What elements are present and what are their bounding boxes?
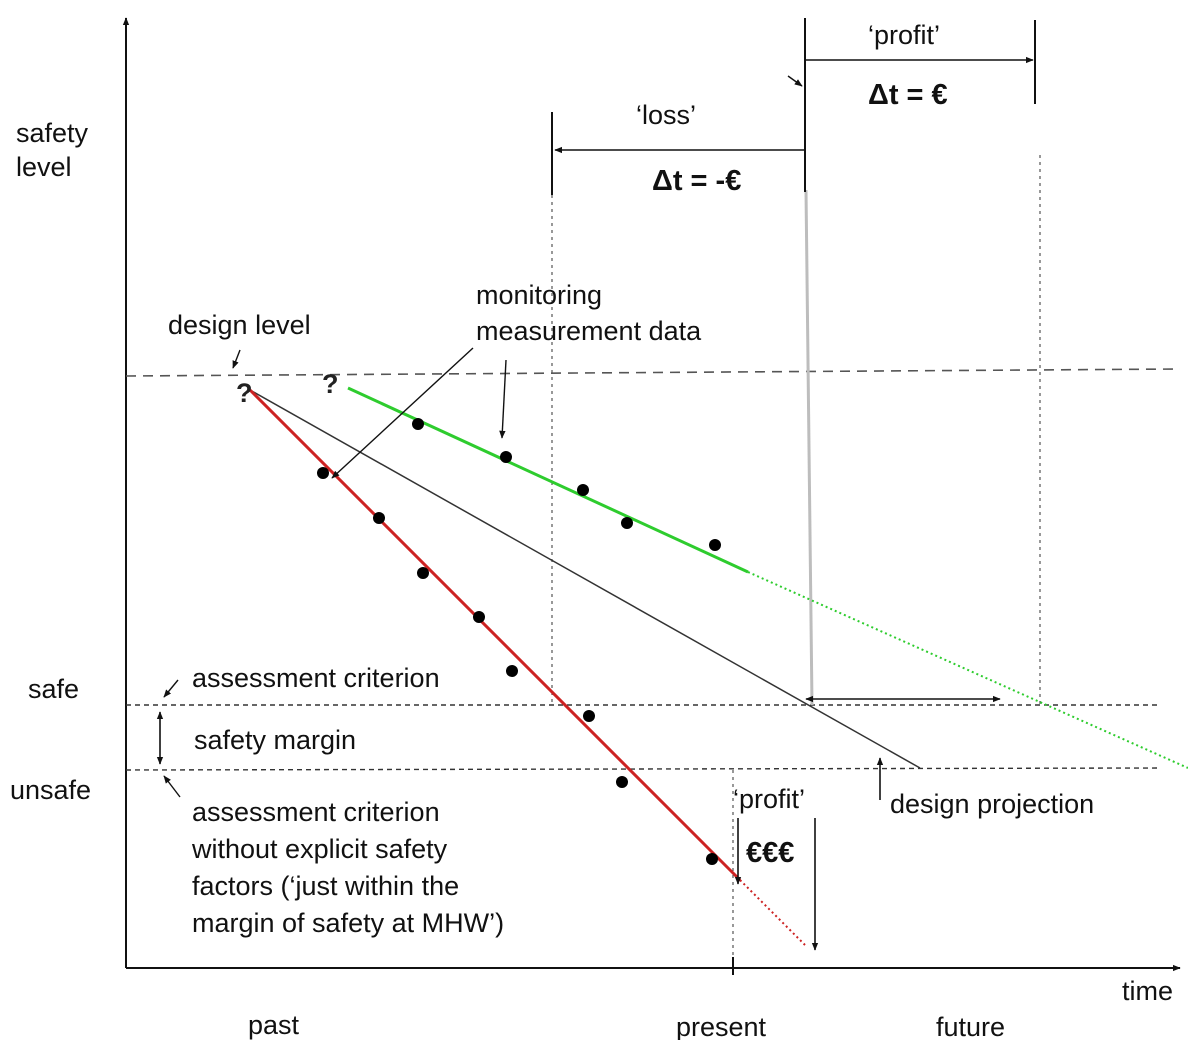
monitoring-arrow-red <box>331 347 474 479</box>
red-point-3 <box>417 567 429 579</box>
cost-amount: €€€ <box>746 837 794 869</box>
assessment-criterion-label: assessment criterion <box>192 663 440 693</box>
monitoring-label-line1: monitoring <box>476 280 602 310</box>
green-trend-line <box>347 386 749 574</box>
design-projection-line <box>249 389 921 769</box>
cost-profit-label: ‘profit’ <box>733 784 805 814</box>
design-projection-label: design projection <box>890 789 1094 819</box>
red-point-4 <box>473 611 485 623</box>
green-point-3 <box>577 484 589 496</box>
loss-delta: Δt = -€ <box>652 165 741 197</box>
design-level-arrow <box>232 349 241 369</box>
monitoring-arrow-green <box>499 359 507 439</box>
question-mark-red: ? <box>236 378 253 408</box>
safe-callout-arrow <box>163 679 179 698</box>
unsafe-label: unsafe <box>10 775 91 805</box>
assessment-no-factors-line2: without explicit safety <box>191 834 448 864</box>
assessment-no-factors-line4: margin of safety at MHW’) <box>192 908 504 938</box>
design-level-line <box>125 368 1181 377</box>
red-point-1 <box>317 467 329 479</box>
y-axis-label-line1: safety <box>16 118 89 148</box>
green-point-5 <box>709 539 721 551</box>
design-level-label: design level <box>168 310 311 340</box>
question-mark-green: ? <box>322 369 339 399</box>
unsafe-criterion-line <box>125 767 1161 771</box>
x-tick-future: future <box>936 1012 1005 1040</box>
x-tick-past: past <box>248 1010 300 1040</box>
green-point-2 <box>500 451 512 463</box>
profit-label: ‘profit’ <box>868 20 940 50</box>
red-point-5 <box>506 665 518 677</box>
profit-delta: Δt = € <box>868 79 948 111</box>
green-point-1 <box>412 418 424 430</box>
safe-label: safe <box>28 674 79 704</box>
green-trend-extension <box>747 571 1188 769</box>
assessment-no-factors-line1: assessment criterion <box>192 797 440 827</box>
now-vertical-line <box>804 189 814 706</box>
monitoring-label-line2: measurement data <box>476 316 702 346</box>
unsafe-callout-arrow <box>163 775 181 798</box>
green-measurement-points <box>412 418 721 551</box>
x-tick-present: present <box>676 1012 767 1040</box>
red-point-6 <box>583 710 595 722</box>
green-point-4 <box>621 517 633 529</box>
profit-pointer-arrow <box>787 75 803 87</box>
loss-label: ‘loss’ <box>636 100 696 130</box>
red-point-2 <box>373 512 385 524</box>
red-point-8 <box>706 853 718 865</box>
red-measurement-points <box>317 467 718 865</box>
y-axis-label-line2: level <box>16 152 72 182</box>
safety-margin-label: safety margin <box>194 725 356 755</box>
x-axis-label: time <box>1122 976 1173 1006</box>
assessment-no-factors-line3: factors (‘just within the <box>192 871 459 901</box>
red-point-7 <box>616 776 628 788</box>
red-trend-extension <box>739 879 806 946</box>
